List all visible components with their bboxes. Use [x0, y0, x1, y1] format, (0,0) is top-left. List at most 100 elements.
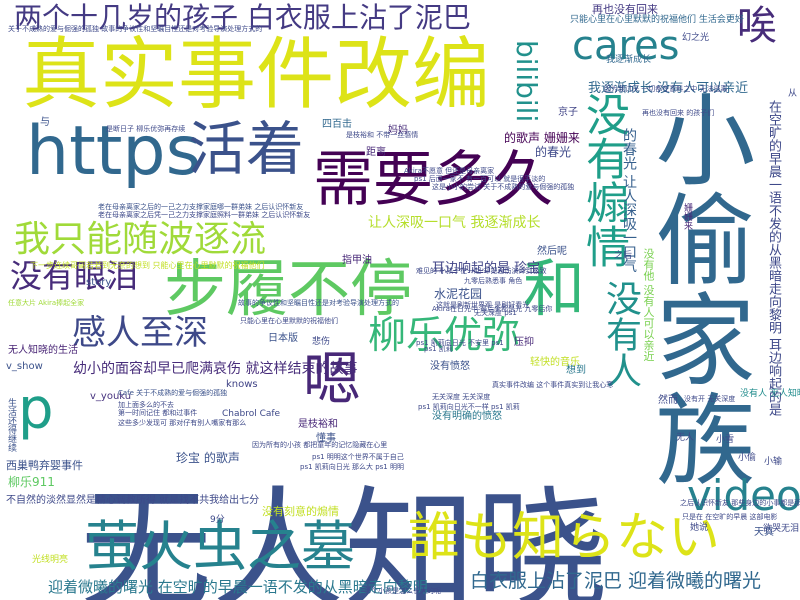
cloud-word: story [86, 277, 112, 288]
cloud-word: 没有明确的愤怒 [432, 411, 502, 422]
cloud-word: 难见的 小孩子在一起 却把悲伤演绎到极致 [416, 267, 547, 275]
cloud-word: ps1 凯莉 [424, 345, 453, 353]
cloud-word: 老在母亲离家之后的一己之力支撑家庭哪一群弟妹 之后认识怀新友 [98, 203, 304, 211]
cloud-word: 没有愤怒 [430, 361, 470, 372]
cloud-word: 没有眼泪 [10, 257, 139, 295]
cloud-word: 之后认识怀新友 那些身边的小事都是那么温暖 [680, 499, 800, 507]
cloud-word: 真实事件改编 [22, 30, 491, 120]
cloud-word: ps1 凯莉向日光 那么大 ps1 明明 [300, 463, 404, 471]
cloud-word: 水泥花园 [434, 287, 483, 301]
cloud-word: 只能心里在心里默默的祝福他们 [240, 317, 338, 325]
cloud-word: 我逐渐成长 没有人可以亲近 [588, 81, 749, 96]
cloud-word: 和 [523, 252, 586, 325]
cloud-word: Chabrol Cafe [222, 409, 281, 419]
cloud-word: 让人深吸一口气 我逐渐成长 [368, 215, 541, 231]
cloud-word: 步履不停 [164, 252, 413, 325]
cloud-word: ps1 后面一家不 有一百可以 就是很平淡的 [414, 175, 546, 183]
cloud-word: 无人知晓 [80, 474, 608, 600]
cloud-word: 是枝裕和 [298, 419, 338, 430]
cloud-word: ps1 明明这个世界不属于自己 [312, 453, 404, 461]
cloud-word: 无人 [676, 433, 695, 443]
cloud-word: 活着 [188, 115, 305, 183]
cloud-word: 没有开 无关深度 [684, 395, 736, 403]
cloud-word: 关于不成熟的爱与倔强的孤独 故事的争议性和坚瞩目性还是对考验导演处理方式的 [8, 25, 263, 33]
cloud-word: 嗯 [303, 345, 362, 413]
cloud-word: knows [226, 379, 258, 390]
cloud-word: 誰も知らない [408, 508, 721, 568]
cloud-word: 我逐渐成长 [606, 55, 652, 65]
cloud-word: 加上面多么的不去 [118, 401, 174, 409]
cloud-word: 妈妈 [388, 125, 408, 136]
cloud-word: 的春光 [535, 145, 572, 159]
cloud-word: 是断日子 柳乐优弥再存续 [106, 125, 186, 133]
cloud-word: 再也没有回来 的孩子们 [642, 109, 715, 117]
cloud-word: 然后呢 [537, 246, 567, 257]
cloud-word: 无关深度 ps1 [474, 309, 517, 317]
cloud-word: 天真 [754, 527, 774, 538]
cloud-word: video [687, 471, 800, 520]
cloud-word: 光线明亮 [32, 555, 69, 565]
cloud-word: 那个小孩是怎么长大的呢 [364, 587, 441, 595]
cloud-word: 因为我讨厌 一切都在意料之中 无法逃离 [604, 85, 728, 93]
cloud-word: 小偷 [738, 453, 757, 463]
cloud-word: 没有刻意的煽情 [262, 505, 339, 518]
cloud-word: 压抑 [514, 337, 534, 348]
cloud-word: 悲伤 [312, 337, 331, 347]
cloud-word: 的歌声 姗姗来 [504, 131, 580, 145]
cloud-word: 耳边响起的是 珍宝 [432, 261, 541, 276]
cloud-word: 老在母亲离家之后凭一己之力支撑家庭照料一群弟妹 之后认识怀新友 [98, 211, 311, 219]
cloud-word: bilibili [510, 40, 543, 123]
cloud-word: 珍宝 的歌声 [176, 451, 240, 465]
cloud-word: ps1 凯莉向日光 不安里 ps1 [416, 339, 504, 347]
cloud-word: 只是在 在空旷的早晨 这部电影 [682, 513, 778, 521]
cloud-word: 京子 [558, 107, 578, 118]
cloud-word: 轻快的音乐 [530, 357, 580, 368]
cloud-word: 萤火虫之墓 [85, 515, 355, 578]
cloud-word: 第一时间记住 都和过事件 [118, 409, 198, 417]
cloud-word: 9分 [210, 515, 225, 525]
cloud-word: 的春光 让人深吸一口气 [621, 128, 637, 273]
cloud-word: 小偷家族 [638, 88, 755, 488]
cloud-word: 没有煽情 [578, 92, 629, 268]
cloud-word: 从 [788, 89, 798, 99]
cloud-word: 这是小小的尝试 关于不成熟的爱与倔强的孤独 [432, 183, 575, 191]
cloud-word: p [18, 377, 54, 442]
cloud-word: 日本版 [268, 333, 298, 344]
cloud-word: 真实事件改编 这个事件真实到让我心寒 [492, 381, 614, 389]
cloud-word: 无关深度 无关深度 [432, 393, 491, 401]
cloud-word: 两个十几岁的孩子 白衣服上沾了泥巴 [14, 1, 471, 34]
cloud-word: Akira不愿意 但还是母亲离家 [404, 167, 495, 175]
cloud-word: ps1 凯莉向日光不一样 ps1 凯莉 [418, 403, 520, 411]
cloud-word: 想到 [566, 365, 586, 376]
cloud-word: 与 [40, 117, 50, 128]
cloud-word: 故事的争议性和坚瞩目性还是对考验导演处理方式的 [238, 299, 399, 307]
cloud-word: 在空旷的早晨一语不发的从黑暗走向黎明 耳边响起的是 [766, 100, 781, 417]
cloud-word: 幻之光 [682, 33, 710, 43]
cloud-word: v_show [6, 361, 43, 372]
cloud-word: 唉 [737, 3, 777, 49]
cloud-word: 然而 [658, 395, 678, 406]
cloud-word: 姗姗来 [682, 203, 692, 230]
cloud-word: Akira在日光中 最后全都是光 九零后你 [432, 305, 553, 313]
cloud-word: 懂事 [316, 433, 336, 444]
cloud-word: 没有他 没有人可以亲近 [642, 248, 655, 362]
cloud-word: 再也没有回来 [592, 3, 658, 16]
cloud-word: 九零后熟悉事 角色 [464, 277, 523, 285]
cloud-word: 这就是刷新世界观 是刷好看光 [436, 301, 530, 309]
cloud-word: Cafe 关于不成熟的爱与倔强的孤独 [118, 389, 228, 397]
cloud-word: 需要多久 [313, 145, 553, 215]
cloud-word: 因为所有的小孩 都把童年的记忆隐藏在心里 [252, 441, 388, 449]
cloud-word: 柳乐优弥 [368, 313, 521, 357]
cloud-word: 下一步连续哥哥若若到无奈的想到 只能心里在心里默默的祝福他们 [30, 261, 265, 270]
cloud-word: 感人至深 [72, 313, 208, 353]
cloud-word: 生活还得继续 [6, 398, 16, 452]
cloud-word: 距离 [366, 147, 386, 158]
cloud-word: 无人知晓的生活 [8, 345, 78, 356]
cloud-word: 西巢鸭弃婴事件 [6, 459, 83, 472]
cloud-word: 我只能随波逐流 [14, 219, 267, 260]
cloud-word: 这些多少发现可 那对仔有别人嘴家有那么 [118, 419, 247, 427]
cloud-word: 指甲油 [342, 255, 372, 266]
cloud-word: 白衣服上沾了泥巴 迎着微曦的曙光 [470, 570, 762, 592]
cloud-word: 之后 [614, 251, 633, 261]
